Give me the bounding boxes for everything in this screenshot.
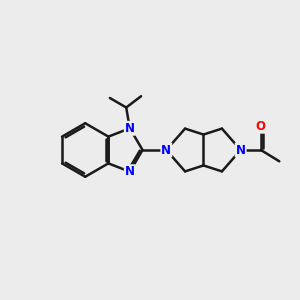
Text: O: O [256,120,266,133]
Text: N: N [125,165,135,178]
Text: N: N [125,122,135,135]
Text: N: N [161,143,171,157]
Text: N: N [236,143,246,157]
